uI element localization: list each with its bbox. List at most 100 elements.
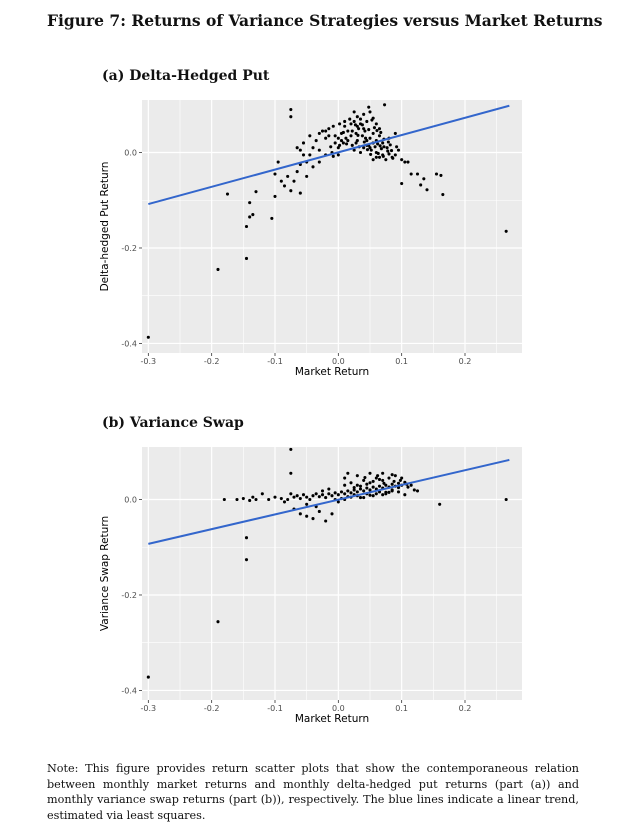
- data-point: [354, 141, 358, 145]
- data-point: [374, 492, 378, 496]
- data-point: [327, 487, 331, 491]
- figure-note: Note: This figure provides return scatte…: [47, 762, 579, 822]
- data-point: [358, 150, 363, 155]
- data-point: [320, 129, 325, 133]
- data-point: [279, 497, 283, 501]
- data-point: [324, 129, 328, 133]
- data-point: [377, 477, 382, 482]
- data-point: [376, 151, 380, 156]
- data-point: [289, 107, 293, 112]
- data-point: [395, 145, 399, 149]
- data-point: [317, 131, 321, 135]
- data-point: [336, 493, 340, 497]
- data-point: [374, 122, 378, 126]
- data-point: [289, 115, 293, 119]
- data-point: [289, 492, 293, 496]
- data-point: [365, 139, 369, 143]
- data-point: [344, 136, 348, 140]
- data-point: [295, 170, 299, 174]
- data-point: [439, 173, 443, 177]
- data-point: [353, 123, 357, 127]
- data-point: [371, 131, 375, 135]
- data-point: [362, 146, 366, 150]
- data-point: [372, 126, 376, 130]
- data-point: [225, 192, 230, 196]
- x-tick-label: -0.3: [141, 357, 157, 366]
- data-point: [317, 509, 321, 513]
- data-point: [343, 124, 347, 128]
- data-point: [377, 134, 382, 138]
- data-point: [382, 145, 386, 149]
- data-point: [387, 152, 391, 156]
- data-point: [343, 476, 347, 480]
- y-tick-label: -0.2: [121, 244, 137, 253]
- data-point: [376, 142, 380, 146]
- data-point: [384, 158, 388, 162]
- data-point: [298, 148, 302, 152]
- data-point: [387, 490, 391, 494]
- linear-trend-line: [148, 458, 510, 545]
- data-point: [389, 149, 394, 153]
- data-point: [362, 496, 366, 500]
- data-point: [324, 136, 328, 140]
- data-point: [244, 558, 249, 562]
- data-point: [289, 189, 293, 193]
- data-point: [355, 139, 359, 143]
- data-point: [368, 471, 372, 475]
- x-tick-label: -0.1: [267, 357, 283, 366]
- data-point: [317, 160, 321, 164]
- data-point: [400, 158, 404, 162]
- data-point: [358, 484, 363, 488]
- data-point: [349, 491, 353, 495]
- data-point: [352, 486, 356, 490]
- data-point: [216, 620, 220, 624]
- data-point: [333, 134, 337, 138]
- data-point: [244, 224, 249, 229]
- data-point: [349, 134, 353, 138]
- data-point: [343, 119, 347, 124]
- data-point: [387, 476, 391, 480]
- data-point: [292, 179, 296, 183]
- x-tick-label: 0.0: [332, 357, 345, 366]
- data-point: [362, 127, 366, 131]
- data-point: [336, 500, 340, 504]
- data-point: [346, 129, 350, 133]
- data-point: [350, 129, 354, 133]
- data-point: [311, 494, 315, 498]
- data-point: [336, 146, 340, 150]
- data-point: [381, 471, 385, 475]
- y-tick-label: 0.0: [124, 496, 137, 505]
- data-point: [346, 489, 350, 493]
- data-point: [403, 493, 407, 497]
- data-point: [355, 474, 359, 478]
- data-point: [441, 192, 445, 197]
- data-point: [330, 494, 334, 498]
- data-point: [273, 194, 277, 198]
- data-point: [419, 183, 423, 187]
- data-point: [349, 481, 353, 485]
- data-point: [352, 148, 356, 152]
- data-point: [378, 144, 382, 148]
- data-point: [314, 139, 318, 143]
- data-point: [308, 134, 312, 138]
- data-point: [368, 136, 372, 140]
- data-point: [343, 483, 347, 487]
- x-tick-label: 0.1: [395, 704, 408, 713]
- data-point: [289, 471, 293, 475]
- data-point: [377, 484, 382, 488]
- data-point: [360, 123, 364, 127]
- data-point: [282, 184, 287, 188]
- panel-a-title: (a) Delta-Hedged Put: [102, 68, 270, 84]
- data-point: [368, 146, 372, 150]
- data-point: [216, 267, 220, 272]
- data-point: [358, 117, 363, 121]
- data-point: [324, 519, 328, 523]
- data-point: [282, 500, 287, 504]
- data-point: [365, 482, 369, 486]
- data-point: [298, 512, 302, 516]
- data-point: [412, 488, 416, 492]
- data-point: [368, 493, 372, 497]
- data-point: [305, 174, 309, 178]
- data-point: [350, 143, 354, 147]
- data-point: [409, 172, 413, 176]
